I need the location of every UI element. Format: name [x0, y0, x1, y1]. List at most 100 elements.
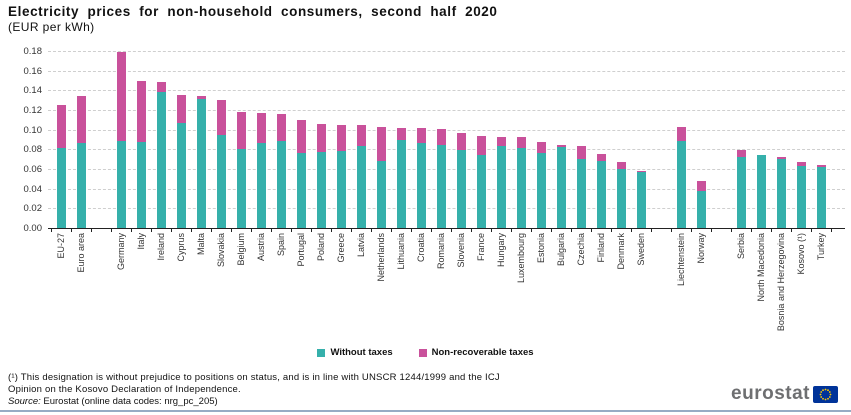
bar-segment-without-taxes: [356, 146, 366, 228]
bar-segment-non-recoverable-taxes: [696, 180, 706, 191]
x-axis-tick: [631, 229, 632, 232]
gridline: [48, 188, 845, 190]
x-axis-tick: [171, 229, 172, 232]
bar-segment-non-recoverable-taxes: [256, 112, 266, 144]
bar-segment-without-taxes: [236, 149, 246, 228]
bar-segment-without-taxes: [156, 92, 166, 228]
x-axis-tick: [271, 229, 272, 232]
bar-segment-non-recoverable-taxes: [556, 145, 566, 148]
bar-segment-without-taxes: [696, 190, 706, 228]
x-axis-tick: [111, 229, 112, 232]
bar-segment-non-recoverable-taxes: [316, 123, 326, 153]
x-axis-tick: [251, 229, 252, 232]
legend-item-without-taxes: Without taxes: [317, 347, 393, 358]
bottom-divider: [0, 410, 851, 412]
bar-segment-without-taxes: [116, 141, 126, 228]
bar-segment-non-recoverable-taxes: [276, 113, 286, 142]
y-axis-tick-label: 0.16: [23, 65, 43, 77]
gridline: [48, 208, 845, 210]
x-axis-tick: [431, 229, 432, 232]
x-axis-category-label: EU-27: [56, 233, 66, 259]
gridline: [48, 129, 845, 131]
bar-segment-non-recoverable-taxes: [816, 165, 826, 168]
x-axis-tick: [751, 229, 752, 232]
x-axis-tick: [451, 229, 452, 232]
x-axis-tick: [211, 229, 212, 232]
x-axis-category-label: North Macedonia: [756, 233, 766, 302]
x-axis-category-label: Portugal: [296, 233, 306, 267]
x-axis-line: [48, 228, 845, 229]
bar-segment-without-taxes: [316, 152, 326, 228]
x-axis-tick: [71, 229, 72, 232]
bar-segment-non-recoverable-taxes: [76, 96, 86, 144]
x-axis-category-label: Slovenia: [456, 233, 466, 268]
eurostat-logo-text: eurostat: [731, 383, 810, 404]
bar-segment-non-recoverable-taxes: [736, 150, 746, 158]
bar-segment-non-recoverable-taxes: [136, 80, 146, 143]
y-axis-tick-label: 0.02: [23, 203, 43, 215]
y-axis-tick-label: 0.12: [23, 105, 43, 116]
x-axis-tick: [471, 229, 472, 232]
bar-segment-non-recoverable-taxes: [216, 100, 226, 135]
x-axis-tick: [491, 229, 492, 232]
bar-segment-non-recoverable-taxes: [616, 162, 626, 169]
bar-segment-without-taxes: [416, 143, 426, 228]
bar-segment-non-recoverable-taxes: [416, 127, 426, 144]
x-axis-category-label: Serbia: [736, 233, 746, 260]
x-axis-category-label: Malta: [196, 233, 206, 256]
x-axis-tick: [291, 229, 292, 232]
x-axis-category-label: Luxembourg: [516, 233, 526, 284]
source-line: Source: Eurostat (online data codes: nrg…: [8, 396, 218, 407]
bar-segment-without-taxes: [376, 161, 386, 228]
bar-segment-non-recoverable-taxes: [496, 136, 506, 147]
bar-segment-without-taxes: [596, 161, 606, 228]
x-axis-category-label: Bulgaria: [556, 233, 566, 267]
bar-segment-non-recoverable-taxes: [356, 124, 366, 147]
source-label: Source:: [8, 396, 41, 407]
eurostat-logo: eurostat: [731, 383, 838, 405]
x-axis-tick: [91, 229, 92, 232]
x-axis-category-label: Denmark: [616, 233, 626, 270]
non-recoverable-taxes-swatch-icon: [418, 348, 427, 357]
legend-label: Non-recoverable taxes: [431, 347, 534, 358]
bar-segment-non-recoverable-taxes: [796, 162, 806, 167]
bar-segment-without-taxes: [756, 155, 766, 228]
x-axis-category-label: France: [476, 233, 486, 262]
x-axis-category-label: Romania: [436, 233, 446, 270]
x-axis-tick: [611, 229, 612, 232]
x-axis-category-label: Italy: [136, 233, 146, 250]
bar-segment-without-taxes: [636, 171, 646, 228]
x-axis-tick: [531, 229, 532, 232]
x-axis-tick: [731, 229, 732, 232]
bar-segment-without-taxes: [336, 151, 346, 228]
x-axis-tick: [571, 229, 572, 232]
x-axis-category-label: Czechia: [576, 233, 586, 266]
x-axis-tick: [771, 229, 772, 232]
bar-segment-without-taxes: [516, 148, 526, 228]
x-axis-category-label: Germany: [116, 233, 126, 271]
source-text: Eurostat (online data codes: nrg_pc_205): [40, 396, 218, 407]
gridline: [48, 51, 845, 52]
bar-segment-non-recoverable-taxes: [476, 135, 486, 156]
bar-segment-non-recoverable-taxes: [56, 105, 66, 149]
gridline: [48, 90, 845, 92]
bar-segment-without-taxes: [136, 142, 146, 228]
bar-segment-without-taxes: [296, 153, 306, 228]
x-axis-category-label: Croatia: [416, 233, 426, 263]
y-axis-tick-label: 0.06: [23, 164, 43, 175]
x-axis-category-label: Norway: [696, 233, 706, 264]
x-axis-tick: [811, 229, 812, 232]
x-axis-tick: [591, 229, 592, 232]
bar-segment-without-taxes: [496, 146, 506, 228]
bar-segment-without-taxes: [56, 148, 66, 228]
bar-segment-non-recoverable-taxes: [156, 82, 166, 93]
chart-subtitle: (EUR per kWh): [8, 20, 95, 34]
x-axis-tick: [51, 229, 52, 232]
x-axis-tick: [691, 229, 692, 232]
x-axis-category-label: Ireland: [156, 233, 166, 261]
x-axis-category-label: Cyprus: [176, 233, 186, 262]
x-axis-category-label: Bosnia and Herzegovina: [776, 233, 786, 332]
bar-segment-non-recoverable-taxes: [776, 157, 786, 160]
x-axis-tick: [411, 229, 412, 232]
